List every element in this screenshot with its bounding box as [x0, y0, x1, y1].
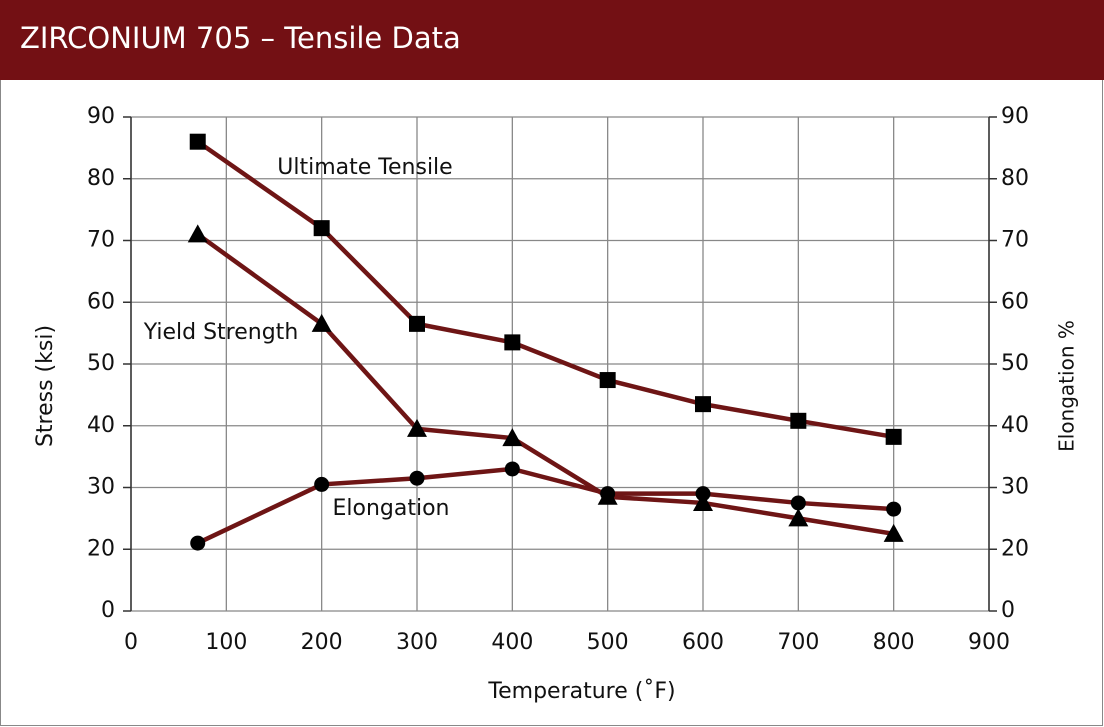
marker	[788, 508, 809, 527]
y-tick-label: 40	[87, 413, 115, 438]
series-line	[196, 139, 895, 440]
y-tick-label: 20	[87, 536, 115, 561]
marker	[883, 523, 904, 542]
y-tick-label: 50	[87, 351, 115, 376]
y-tick-label: 90	[87, 104, 115, 129]
marker	[187, 224, 208, 243]
series-label: Ultimate Tensile	[277, 155, 452, 180]
marker	[313, 220, 330, 237]
y-tick-label: 0	[101, 598, 115, 623]
y-tick-label: 80	[87, 166, 115, 191]
x-tick-label: 400	[491, 630, 533, 655]
y-tick-label: 30	[87, 475, 115, 500]
marker	[695, 396, 711, 413]
marker	[502, 428, 523, 447]
series-line	[196, 466, 894, 546]
marker	[600, 486, 616, 502]
x-tick-label: 100	[205, 630, 247, 655]
marker	[790, 495, 806, 511]
y2-tick-label: 80	[1001, 166, 1029, 191]
y-tick-label: 70	[87, 228, 115, 253]
marker	[409, 470, 425, 486]
x-tick-label: 300	[396, 630, 438, 655]
marker	[790, 412, 807, 429]
x-tick-label: 200	[301, 630, 343, 655]
x-tick-label: 700	[777, 630, 819, 655]
marker	[504, 334, 521, 351]
marker	[886, 501, 902, 517]
marker	[409, 315, 425, 332]
y-tick-label: 60	[87, 289, 115, 314]
x-tick-label: 800	[873, 630, 915, 655]
y2-tick-label: 50	[1001, 351, 1029, 376]
series-label: Yield Strength	[143, 320, 299, 345]
marker	[190, 535, 206, 551]
marker	[189, 133, 206, 150]
y-axis-title: Stress (ksi)	[33, 325, 58, 447]
marker	[504, 461, 520, 477]
x-tick-label: 500	[587, 630, 629, 655]
marker	[693, 492, 713, 511]
marker	[695, 486, 711, 502]
y2-tick-label: 40	[1001, 413, 1029, 438]
marker	[885, 428, 902, 445]
x-tick-label: 600	[682, 630, 724, 655]
marker	[599, 372, 616, 389]
marker	[314, 476, 330, 492]
y2-axis-title: Elongation %	[1055, 320, 1079, 452]
y2-tick-label: 0	[1001, 598, 1015, 623]
header-bar	[0, 0, 1104, 80]
series-label: Elongation	[332, 496, 449, 521]
y2-tick-label: 30	[1001, 475, 1029, 500]
x-axis-title: Temperature (˚F)	[487, 679, 675, 704]
chart-title: ZIRCONIUM 705 – Tensile Data	[20, 21, 461, 55]
y2-tick-label: 90	[1001, 104, 1029, 129]
marker	[407, 418, 427, 437]
x-tick-label: 900	[968, 630, 1010, 655]
x-tick-label: 0	[124, 630, 138, 655]
series-line	[196, 232, 895, 537]
y2-tick-label: 60	[1001, 289, 1029, 314]
y2-tick-label: 70	[1001, 228, 1029, 253]
y2-tick-label: 20	[1001, 536, 1029, 561]
marker	[311, 313, 332, 332]
